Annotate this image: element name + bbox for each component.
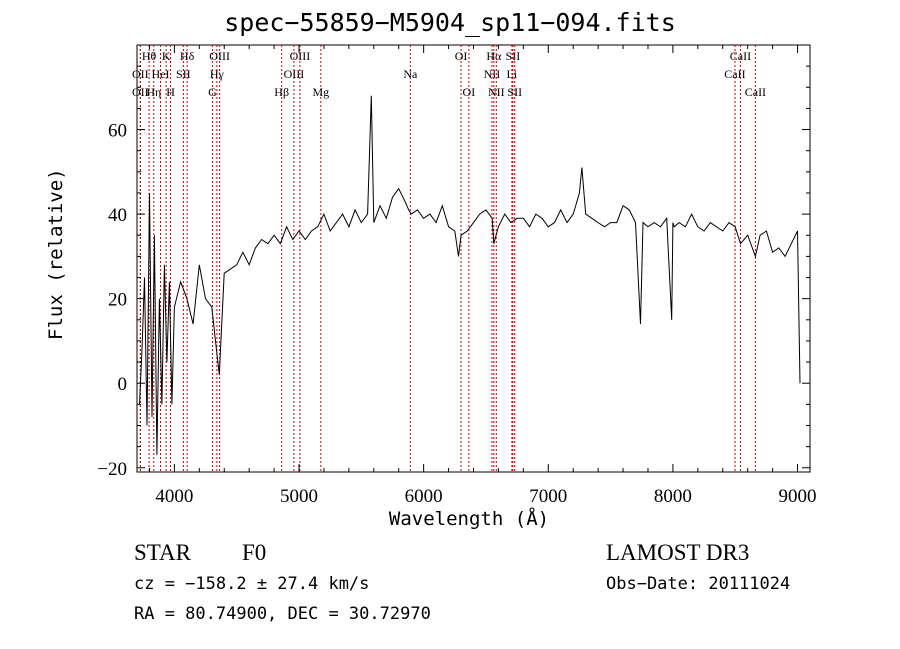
- spectral-line-label: SII: [506, 49, 521, 63]
- spectral-line-label: OIII: [284, 67, 305, 81]
- spectral-line-label: OI: [463, 85, 476, 99]
- spectral-line-label: NII: [488, 85, 505, 99]
- x-tick-label: 5000: [280, 486, 318, 507]
- spectral-line-label: Na: [403, 67, 418, 81]
- plot-frame: [136, 44, 811, 473]
- spectral-line-label: CaII: [730, 49, 751, 63]
- y-tick-label: −20: [97, 459, 127, 480]
- redshift-velocity: cz = −158.2 ± 27.4 km/s: [134, 574, 370, 594]
- spectral-line-label: OII: [132, 85, 149, 99]
- spectral-line-label: SII: [507, 85, 522, 99]
- y-tick-label: 60: [108, 121, 127, 142]
- spectral-line-label: H: [166, 85, 175, 99]
- x-tick-label: 9000: [779, 486, 817, 507]
- y-tick-label: 0: [118, 374, 128, 395]
- spectral-line-label: HeI: [152, 67, 170, 81]
- spectral-line-label: CaII: [745, 85, 766, 99]
- object-class: STAR: [134, 540, 191, 565]
- spectral-line-label: Hγ: [210, 67, 225, 81]
- coordinates: RA = 80.74900, DEC = 30.72970: [134, 604, 431, 624]
- survey-name: LAMOST DR3: [606, 540, 750, 565]
- spectral-line-label: Hβ: [274, 85, 289, 99]
- spectral-line-label: Mg: [312, 85, 329, 99]
- spectral-line-label: G: [208, 85, 217, 99]
- spectral-line-label: Li: [507, 67, 518, 81]
- x-tick-label: 6000: [405, 486, 443, 507]
- spectral-line-label: OIII: [209, 49, 230, 63]
- y-tick-label: 20: [108, 290, 127, 311]
- spectral-line-label: CaII: [724, 67, 745, 81]
- axis-ticks-layer: 4000 5000 6000 7000 8000 9000 −20 0 20 40 60: [97, 45, 817, 507]
- spectral-line-label: Hα: [486, 49, 502, 63]
- spectral-line-label: Hδ: [180, 49, 195, 63]
- spectral-line-label: OIII: [290, 49, 311, 63]
- y-axis-label: Flux (relative): [45, 168, 67, 340]
- spectral-line-label: NII: [484, 67, 501, 81]
- flux-series-line: [139, 95, 801, 456]
- spectral-line-label: SII: [176, 67, 191, 81]
- spectral-line-label: K: [162, 49, 171, 63]
- x-tick-label: 8000: [654, 486, 692, 507]
- observation-date: Obs−Date: 20111024: [606, 574, 791, 594]
- subclass: F0: [242, 540, 267, 565]
- x-axis-label: Wavelength (Å): [388, 508, 550, 530]
- y-tick-label: 40: [108, 205, 127, 226]
- x-tick-label: 7000: [529, 486, 567, 507]
- spectral-line-label: OI: [455, 49, 468, 63]
- spectral-lines-layer: OIIHθOIIHηHeIKHSIIHδGHγOIIIHβOIIIOIIIMgN…: [132, 45, 766, 472]
- x-tick-label: 4000: [155, 486, 193, 507]
- spectral-line-label: Hη: [146, 85, 161, 99]
- spectral-line-label: Hθ: [142, 49, 157, 63]
- chart-title: spec−55859−M5904_sp11−094.fits: [224, 8, 676, 37]
